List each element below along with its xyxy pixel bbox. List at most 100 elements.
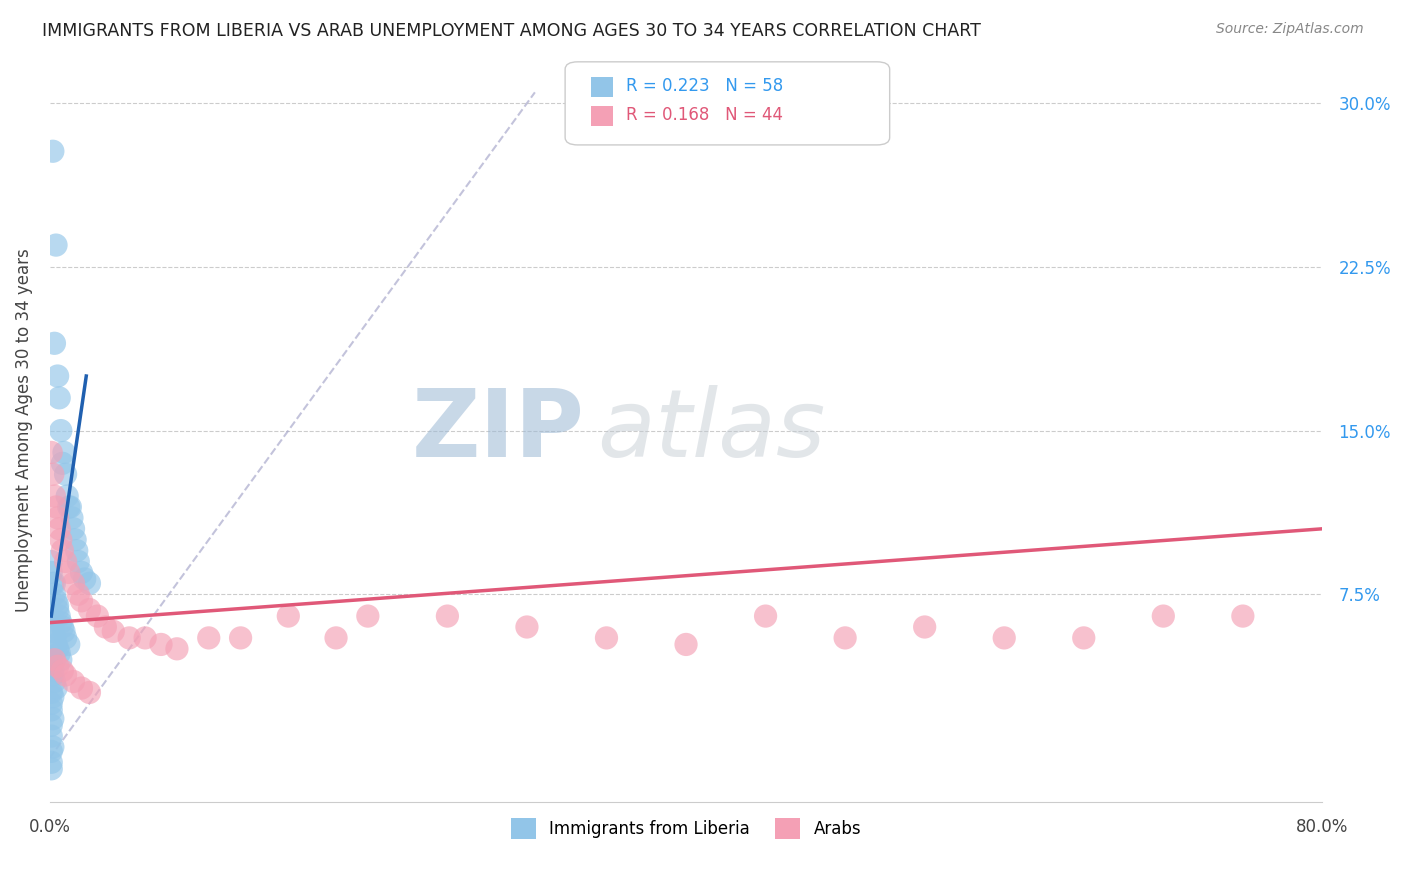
Point — [39, 729, 62, 743]
Point — [45, 500, 67, 514]
Point — [48, 391, 70, 405]
Point — [42, 467, 65, 482]
Point — [118, 631, 141, 645]
Point — [914, 620, 936, 634]
Point — [46, 369, 69, 384]
Point — [42, 739, 65, 754]
Text: ZIP: ZIP — [412, 384, 585, 476]
Point — [675, 637, 697, 651]
Point — [42, 624, 65, 639]
FancyBboxPatch shape — [565, 62, 890, 145]
Point — [45, 594, 67, 608]
Point — [51, 620, 73, 634]
Y-axis label: Unemployment Among Ages 30 to 34 years: Unemployment Among Ages 30 to 34 years — [15, 249, 32, 613]
Point — [39, 744, 62, 758]
Point — [39, 756, 62, 770]
Point — [39, 659, 62, 673]
Point — [79, 576, 101, 591]
Point — [46, 598, 69, 612]
Point — [46, 602, 69, 616]
Point — [39, 685, 62, 699]
FancyBboxPatch shape — [591, 105, 613, 127]
Point — [51, 664, 73, 678]
Point — [58, 637, 80, 651]
Point — [70, 594, 93, 608]
Point — [44, 587, 66, 601]
Point — [62, 674, 84, 689]
Point — [44, 631, 66, 645]
Point — [436, 609, 458, 624]
Point — [45, 681, 67, 695]
Point — [55, 668, 77, 682]
Point — [1073, 631, 1095, 645]
Point — [60, 511, 83, 525]
Point — [49, 653, 72, 667]
Point — [42, 664, 65, 678]
Point — [67, 555, 90, 569]
Point — [42, 145, 65, 159]
Text: IMMIGRANTS FROM LIBERIA VS ARAB UNEMPLOYMENT AMONG AGES 30 TO 34 YEARS CORRELATI: IMMIGRANTS FROM LIBERIA VS ARAB UNEMPLOY… — [42, 22, 981, 40]
Point — [55, 555, 77, 569]
FancyBboxPatch shape — [591, 77, 613, 97]
Point — [70, 681, 93, 695]
Point — [39, 697, 62, 711]
Point — [51, 456, 73, 470]
Point — [48, 522, 70, 536]
Point — [55, 467, 77, 482]
Point — [1232, 609, 1254, 624]
Point — [42, 712, 65, 726]
Point — [103, 624, 125, 639]
Point — [150, 637, 173, 651]
Point — [197, 631, 219, 645]
Text: R = 0.223   N = 58: R = 0.223 N = 58 — [626, 78, 783, 95]
Point — [357, 609, 380, 624]
Point — [51, 543, 73, 558]
Point — [48, 646, 70, 660]
Point — [53, 445, 76, 459]
Point — [48, 609, 70, 624]
Point — [39, 566, 62, 580]
Point — [70, 566, 93, 580]
Point — [86, 609, 108, 624]
Point — [66, 543, 89, 558]
Point — [834, 631, 856, 645]
Point — [45, 637, 67, 651]
Point — [44, 576, 66, 591]
Point — [229, 631, 252, 645]
Point — [45, 238, 67, 252]
Text: Source: ZipAtlas.com: Source: ZipAtlas.com — [1216, 22, 1364, 37]
Point — [39, 718, 62, 732]
Point — [44, 653, 66, 667]
Point — [277, 609, 299, 624]
Point — [1152, 609, 1174, 624]
Point — [46, 659, 69, 673]
Point — [62, 576, 84, 591]
Point — [63, 533, 86, 547]
Point — [44, 674, 66, 689]
Text: R = 0.168   N = 44: R = 0.168 N = 44 — [626, 106, 783, 124]
Point — [39, 620, 62, 634]
Point — [42, 668, 65, 682]
Point — [46, 641, 69, 656]
Point — [62, 522, 84, 536]
Point — [44, 489, 66, 503]
Point — [755, 609, 778, 624]
Point — [166, 641, 188, 656]
Point — [56, 489, 79, 503]
Point — [49, 615, 72, 630]
Point — [39, 555, 62, 569]
Point — [73, 572, 96, 586]
Point — [39, 445, 62, 459]
Point — [49, 424, 72, 438]
Point — [79, 685, 101, 699]
Point — [44, 336, 66, 351]
Point — [134, 631, 156, 645]
Point — [59, 500, 82, 514]
Point — [58, 566, 80, 580]
Legend: Immigrants from Liberia, Arabs: Immigrants from Liberia, Arabs — [505, 812, 868, 846]
Point — [42, 576, 65, 591]
Point — [46, 511, 69, 525]
Point — [516, 620, 538, 634]
Point — [39, 762, 62, 776]
Point — [595, 631, 617, 645]
